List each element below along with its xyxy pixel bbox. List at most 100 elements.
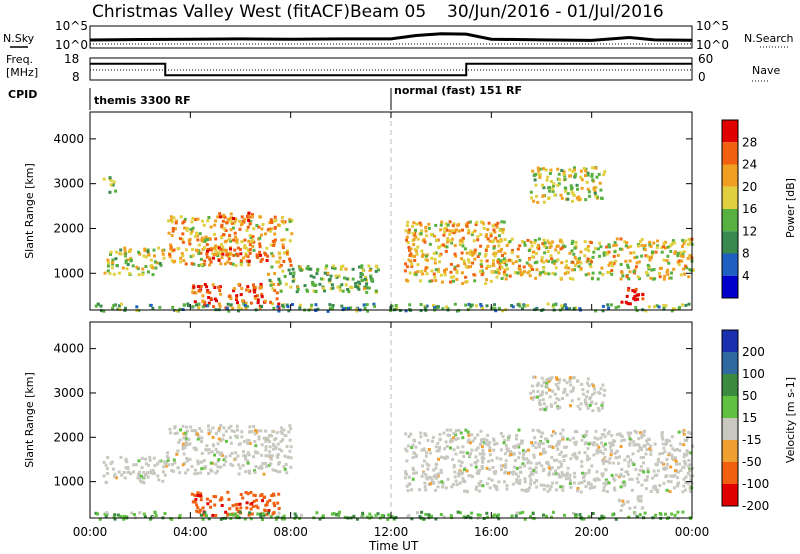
heat-cell	[480, 265, 484, 269]
heat-cell	[593, 189, 597, 193]
heat-cell	[460, 257, 464, 261]
heat-cell	[669, 480, 673, 484]
heat-cell	[99, 309, 103, 313]
heat-cell	[248, 222, 252, 226]
heat-cell	[682, 242, 686, 245]
heat-cell	[138, 477, 142, 481]
heat-cell	[594, 166, 598, 170]
heat-cell	[597, 445, 601, 449]
y-tick-label: 2000	[53, 430, 84, 444]
heat-cell	[228, 513, 232, 516]
heat-cell	[197, 243, 201, 247]
heat-cell	[685, 453, 689, 457]
heat-cell	[257, 437, 261, 441]
heat-cell	[272, 306, 276, 310]
freq-right-tick-top: 60	[698, 52, 713, 66]
x-tick-label: 00:00	[675, 525, 710, 539]
heat-cell	[486, 237, 490, 241]
heat-cell	[523, 243, 527, 247]
heat-cell	[363, 287, 366, 291]
heat-cell	[528, 269, 532, 273]
heat-cell	[184, 440, 188, 444]
heat-cell	[478, 452, 482, 456]
heat-cell	[684, 303, 688, 307]
heat-cell	[437, 472, 440, 476]
heat-cell	[330, 307, 333, 311]
heat-cell	[434, 517, 438, 521]
heat-cell	[533, 173, 537, 177]
heat-cell	[340, 283, 344, 287]
heat-cell	[601, 474, 604, 478]
heat-cell	[238, 219, 242, 223]
heat-cell	[235, 252, 239, 256]
heat-cell	[438, 432, 442, 436]
heat-cell	[494, 223, 498, 227]
heat-cell	[306, 265, 310, 269]
heat-cell	[552, 182, 556, 186]
heat-cell	[352, 514, 356, 518]
heat-cell	[466, 490, 469, 494]
heat-cell	[156, 474, 160, 478]
heat-cell	[435, 305, 439, 309]
heat-cell	[224, 439, 228, 443]
heat-cell	[640, 435, 644, 439]
heat-cell	[641, 297, 645, 301]
heat-cell	[365, 515, 369, 519]
heat-cell	[495, 487, 499, 491]
heat-cell	[542, 487, 546, 491]
heat-cell	[588, 404, 592, 407]
heat-cell	[207, 448, 211, 451]
heat-cell	[677, 481, 681, 485]
heat-cell	[633, 429, 637, 433]
freq-panel: 18 8 60 0	[64, 52, 713, 84]
heat-cell	[212, 495, 216, 498]
heat-cell	[265, 503, 269, 507]
heat-cell	[318, 517, 322, 521]
heat-cell	[440, 280, 444, 284]
heat-cell	[252, 240, 256, 244]
heat-cell	[538, 175, 542, 179]
heat-cell	[572, 481, 576, 485]
heat-cell	[637, 473, 641, 477]
heat-cell	[299, 513, 303, 517]
heat-cell	[408, 303, 412, 307]
heat-cell	[432, 475, 436, 479]
heat-cell	[229, 228, 233, 232]
heat-cell	[404, 470, 408, 474]
heat-cell	[124, 306, 127, 310]
heat-cell	[143, 249, 147, 253]
heat-cell	[555, 397, 559, 401]
heat-cell	[633, 290, 637, 294]
heat-cell	[522, 457, 526, 461]
heat-cell	[234, 457, 238, 461]
heat-cell	[665, 270, 669, 274]
heat-cell	[549, 168, 553, 172]
heat-cell	[439, 513, 443, 516]
heat-cell	[276, 305, 280, 309]
heat-cell	[394, 304, 398, 307]
heat-cell	[461, 244, 465, 248]
heat-cell	[412, 471, 416, 475]
heat-cell	[305, 288, 309, 292]
heat-cell	[684, 475, 688, 479]
heat-cell	[221, 219, 225, 223]
heat-cell	[232, 253, 236, 257]
heat-cell	[584, 402, 588, 406]
heat-cell	[439, 470, 443, 474]
heat-cell	[509, 450, 513, 454]
heat-cell	[636, 275, 640, 279]
heat-cell	[505, 487, 509, 491]
heat-cell	[103, 271, 107, 275]
heat-cell	[289, 263, 293, 267]
heat-cell	[419, 303, 423, 306]
heat-cell	[171, 229, 175, 233]
heat-cell	[621, 499, 625, 503]
heat-cell	[354, 285, 358, 288]
heat-cell	[273, 238, 277, 242]
heat-cell	[639, 499, 643, 503]
heat-cell	[542, 194, 546, 198]
heat-cell	[537, 169, 541, 173]
heat-cell	[473, 229, 477, 233]
heat-cell	[242, 246, 246, 249]
heat-cell	[463, 480, 467, 484]
